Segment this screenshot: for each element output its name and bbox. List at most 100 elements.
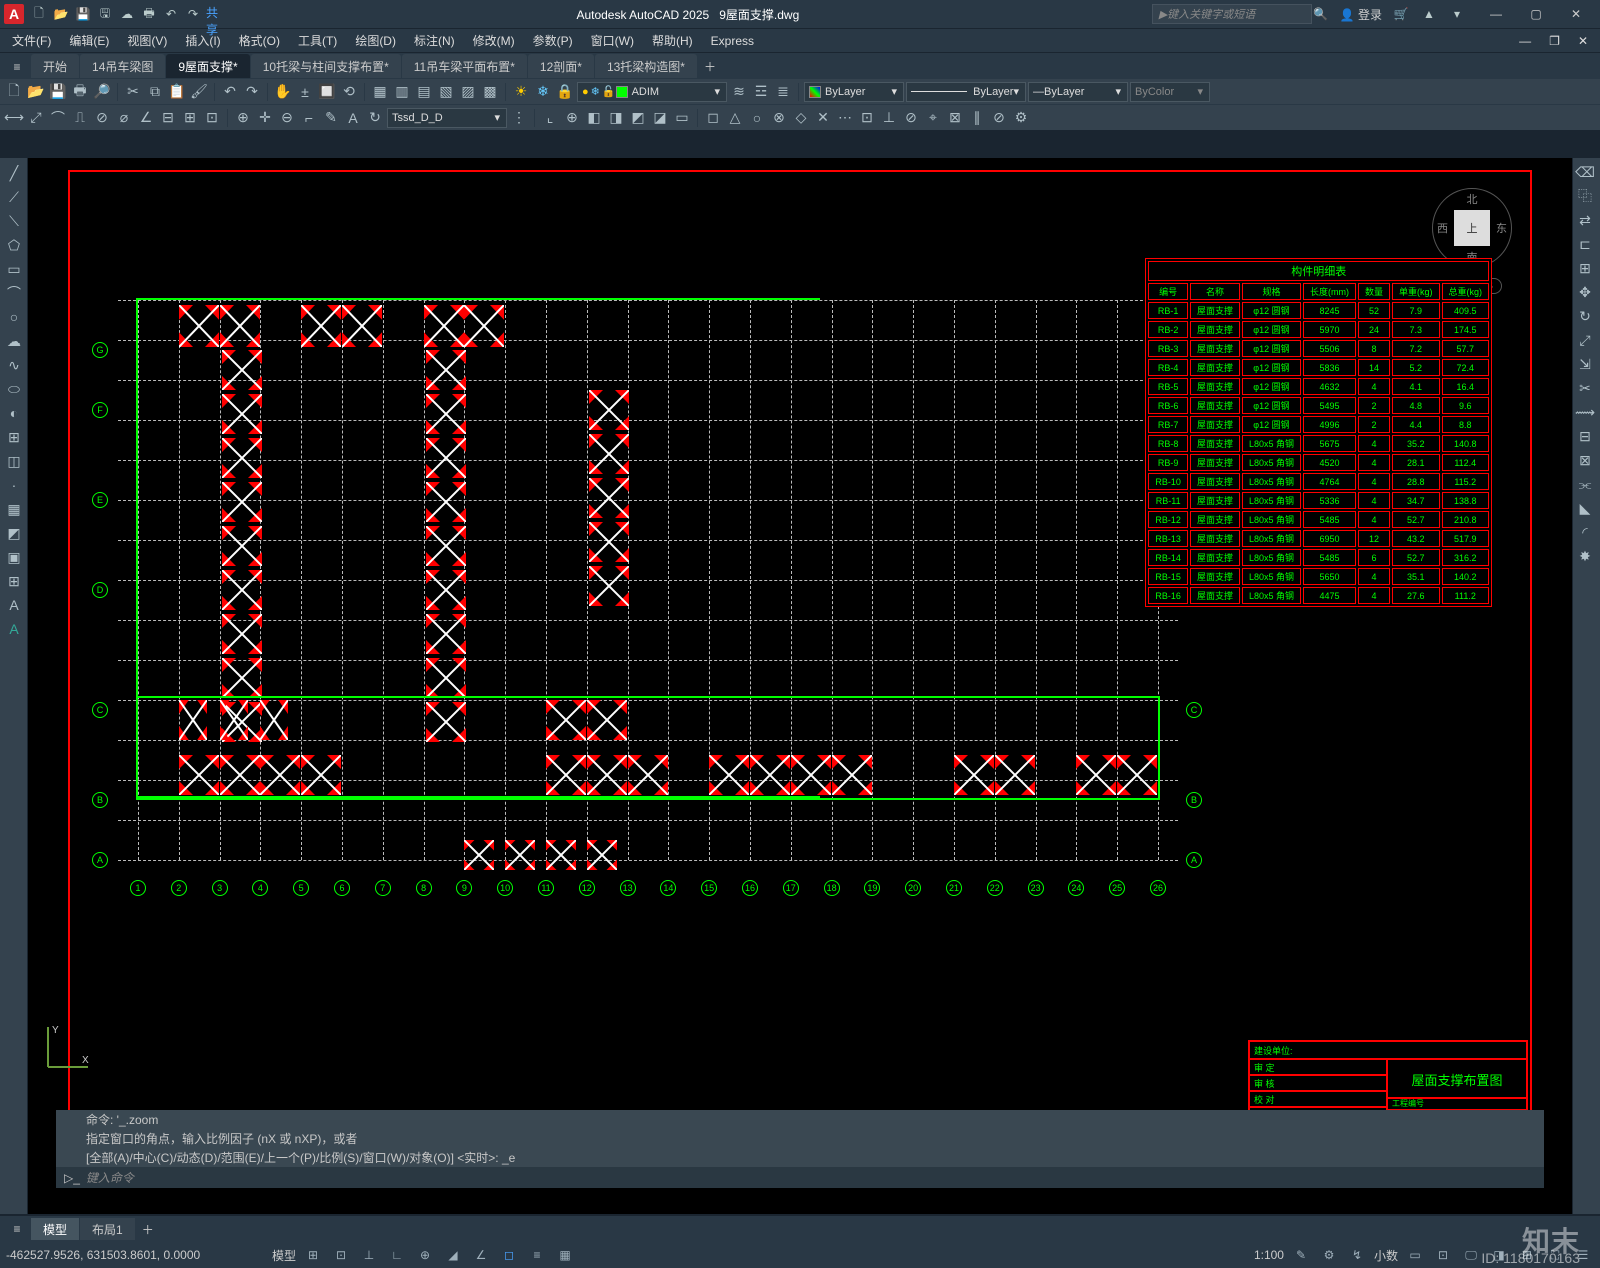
saveas-icon[interactable]: 🖫 — [96, 5, 114, 23]
close-button[interactable]: ✕ — [1556, 0, 1596, 28]
menu-item[interactable]: 插入(I) — [177, 30, 228, 51]
coords-readout[interactable]: -462527.9526, 631503.8601, 0.0000 — [6, 1248, 266, 1262]
copy2-icon[interactable]: ⿻ — [1575, 186, 1595, 206]
extend-icon[interactable]: ⟿ — [1575, 402, 1595, 422]
file-tab[interactable]: 12剖面* — [528, 54, 594, 78]
command-line[interactable]: 命令: '_.zoom 指定窗口的角点，输入比例因子 (nX 或 nXP)，或者… — [56, 1110, 1544, 1188]
file-tab[interactable]: 开始 — [31, 54, 79, 78]
dimted-icon[interactable]: A — [343, 108, 363, 128]
units-button[interactable]: 小数 — [1374, 1247, 1398, 1264]
osnap-toggle-icon[interactable]: ◻ — [498, 1244, 520, 1266]
layout-tab[interactable]: 布局1 — [80, 1218, 135, 1240]
gradient-icon[interactable]: ◩ — [2, 522, 26, 544]
gear2-icon[interactable]: ⚙ — [1318, 1244, 1340, 1266]
search-icon[interactable]: 🔍 — [1312, 5, 1330, 23]
model-space-button[interactable]: 模型 — [272, 1247, 296, 1264]
erase-icon[interactable]: ⌫ — [1575, 162, 1595, 182]
mirror-icon[interactable]: ⇄ — [1575, 210, 1595, 230]
fillet-icon[interactable]: ◜ — [1575, 522, 1595, 542]
stretch-icon[interactable]: ⇲ — [1575, 354, 1595, 374]
ellipse-icon[interactable]: ⬭ — [2, 378, 26, 400]
file-tab[interactable]: 9屋面支撑* — [166, 54, 249, 78]
addsel-icon[interactable]: A — [2, 618, 26, 640]
menu-item[interactable]: 标注(N) — [406, 30, 463, 51]
rect-icon[interactable]: ▭ — [2, 258, 26, 280]
hw-icon[interactable]: ⊞ — [1516, 1244, 1538, 1266]
menu-item[interactable]: 窗口(W) — [583, 30, 642, 51]
dim-cont-icon[interactable]: ⊡ — [202, 108, 222, 128]
hatch-icon[interactable]: ▦ — [2, 498, 26, 520]
ucs-z-icon[interactable]: ◪ — [650, 108, 670, 128]
file-tab[interactable]: 10托梁与柱间支撑布置* — [251, 54, 401, 78]
layout-menu-icon[interactable]: ≡ — [4, 1218, 30, 1240]
pline-icon[interactable]: ⟋ — [2, 186, 26, 208]
snap-ext-icon[interactable]: ⋯ — [835, 108, 855, 128]
copy-icon[interactable]: ⧉ — [145, 82, 165, 102]
iso-toggle-icon[interactable]: ◢ — [442, 1244, 464, 1266]
ws-icon[interactable]: ⊡ — [1432, 1244, 1454, 1266]
save2-icon[interactable]: 💾 — [48, 82, 68, 102]
color-dropdown[interactable]: ByLayer▾ — [804, 82, 904, 102]
dimstyle-mgr-icon[interactable]: ⋮ — [509, 108, 529, 128]
print2-icon[interactable]: 🖶 — [70, 82, 90, 102]
point-icon[interactable]: · — [2, 474, 26, 496]
redo2-icon[interactable]: ↷ — [242, 82, 262, 102]
snap-set-icon[interactable]: ⚙ — [1011, 108, 1031, 128]
layer-off-icon[interactable]: ☀ — [511, 82, 531, 102]
line-icon[interactable]: ╱ — [2, 162, 26, 184]
break-pt-icon[interactable]: ⊟ — [1575, 426, 1595, 446]
mkup-icon[interactable]: ▨ — [458, 82, 478, 102]
app-switcher-icon[interactable]: ▲ — [1420, 5, 1438, 23]
clean-icon[interactable]: ⛶ — [1544, 1244, 1566, 1266]
minimize-button[interactable]: ― — [1476, 0, 1516, 28]
offset-icon[interactable]: ⊏ — [1575, 234, 1595, 254]
dim-linear-icon[interactable]: ⟷ — [4, 108, 24, 128]
pan-icon[interactable]: ✋ — [273, 82, 293, 102]
undo-icon[interactable]: ↶ — [162, 5, 180, 23]
layer-lock-icon[interactable]: 🔒 — [555, 82, 575, 102]
rotate-icon[interactable]: ↻ — [1575, 306, 1595, 326]
break-icon[interactable]: ⊠ — [1575, 450, 1595, 470]
spline-icon[interactable]: ∿ — [2, 354, 26, 376]
inspect-icon[interactable]: ⊖ — [277, 108, 297, 128]
polar-toggle-icon[interactable]: ⊕ — [414, 1244, 436, 1266]
plot-icon[interactable]: 🖶 — [140, 5, 158, 23]
dc-icon[interactable]: ▥ — [392, 82, 412, 102]
qnew-icon[interactable]: 🗋 — [4, 82, 24, 102]
ucs-p-icon[interactable]: ◧ — [584, 108, 604, 128]
snap-ins-icon[interactable]: ⊡ — [857, 108, 877, 128]
xline-icon[interactable]: ⟍ — [2, 210, 26, 232]
doc-restore-icon[interactable]: ❐ — [1541, 34, 1568, 48]
ucs-w-icon[interactable]: ⊕ — [562, 108, 582, 128]
file-tab[interactable]: 13托梁构造图* — [595, 54, 697, 78]
anno-scale[interactable]: 1:100 — [1254, 1248, 1284, 1262]
snap-none-icon[interactable]: ⊘ — [989, 108, 1009, 128]
snap-end-icon[interactable]: ◻ — [703, 108, 723, 128]
view-named-icon[interactable]: ▭ — [672, 108, 692, 128]
zoom-win-icon[interactable]: 🔲 — [317, 82, 337, 102]
zoom-rt-icon[interactable]: ± — [295, 82, 315, 102]
dim-base-icon[interactable]: ⊞ — [180, 108, 200, 128]
doc-min-icon[interactable]: ― — [1511, 34, 1539, 48]
mon-icon[interactable]: 🖵 — [1460, 1244, 1482, 1266]
file-tabs-menu-icon[interactable]: ≡ — [4, 56, 30, 78]
dimstyle-dropdown[interactable]: Tssd_D_D▾ — [387, 108, 507, 128]
redo-icon[interactable]: ↷ — [184, 5, 202, 23]
menu-item[interactable]: 编辑(E) — [61, 30, 117, 51]
view-cube[interactable]: 北 南 东 西 上 — [1432, 188, 1512, 268]
menu-item[interactable]: 参数(P) — [525, 30, 581, 51]
otrack-toggle-icon[interactable]: ∠ — [470, 1244, 492, 1266]
layer-freeze-icon[interactable]: ❄ — [533, 82, 553, 102]
menu-item[interactable]: 视图(V) — [119, 30, 175, 51]
layer-prev-icon[interactable]: ≋ — [729, 82, 749, 102]
arc-icon[interactable]: ⌒ — [2, 282, 26, 304]
snap-app-icon[interactable]: ⊠ — [945, 108, 965, 128]
preview-icon[interactable]: 🔎 — [92, 82, 112, 102]
qcalc-icon[interactable]: ▩ — [480, 82, 500, 102]
share-icon[interactable]: ➦ 共享 — [206, 5, 224, 23]
menu-item[interactable]: Express — [703, 32, 762, 50]
undo2-icon[interactable]: ↶ — [220, 82, 240, 102]
dim-aligned-icon[interactable]: ⤢ — [26, 108, 46, 128]
center-icon[interactable]: ✛ — [255, 108, 275, 128]
snap-node-icon[interactable]: ⊗ — [769, 108, 789, 128]
